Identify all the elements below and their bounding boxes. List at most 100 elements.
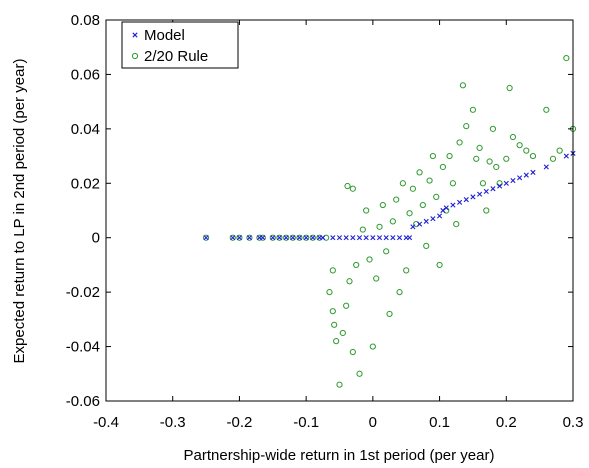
model-point: [450, 202, 456, 208]
model-point: [296, 235, 303, 241]
rule-2-20-point: [349, 348, 356, 356]
legend-label: 2/20 Rule: [144, 48, 208, 65]
rule-2-20-point: [463, 123, 470, 130]
y-axis-label: Expected return to LP in 2nd period (per…: [11, 59, 28, 364]
rule-2-20-point: [369, 343, 376, 350]
y-tick-label: -0.02: [66, 284, 100, 301]
model-point: [230, 235, 236, 241]
rule-2-20-point: [403, 267, 410, 274]
rule-2-20-point: [399, 180, 406, 187]
rule-2-20-point: [449, 180, 457, 187]
rule-2-20-point: [529, 152, 537, 160]
rule-2-20-point: [356, 370, 363, 377]
rule-2-20-point: [386, 310, 393, 318]
model-point: [483, 188, 489, 195]
rule-2-20-point: [303, 234, 310, 241]
model-point: [290, 235, 296, 241]
rule-2-20-point: [543, 106, 550, 113]
x-tick-label: -0.2: [226, 414, 252, 431]
x-tick-label: 0: [369, 414, 377, 431]
model-point: [423, 218, 429, 224]
rule-2-20-point: [343, 302, 350, 309]
rule-2-20-point: [236, 234, 243, 241]
model-point: [320, 235, 326, 241]
rule-2-20-point: [503, 155, 510, 162]
model-point: [236, 235, 243, 241]
rule-2-20-point: [473, 155, 480, 162]
rule-2-20-point: [483, 207, 490, 214]
rule-2-20-point: [359, 226, 366, 233]
rule-2-20-point: [436, 261, 443, 269]
rule-2-20-point: [333, 338, 340, 345]
model-point: [490, 186, 496, 192]
rule-2-20-point: [446, 152, 453, 160]
rule-2-20-point: [229, 234, 236, 241]
rule-2-20-point: [563, 55, 570, 62]
model-point: [456, 199, 463, 205]
rule-2-20-point: [383, 248, 390, 255]
rule-2-20-point: [489, 125, 497, 132]
rule-2-20-point: [439, 163, 447, 171]
model-point: [350, 235, 356, 241]
rule-2-20-point: [336, 381, 343, 388]
model-point: [523, 172, 529, 178]
rule-2-20-point: [479, 180, 487, 187]
model-point: [543, 164, 549, 170]
rule-2-20-point: [389, 218, 396, 225]
y-tick-label: 0.02: [71, 175, 100, 192]
rule-2-20-point: [373, 275, 380, 282]
axes: -0.4 -0.3 -0.2 -0.1 0 0.1 0.2 0.3 -0.06 -0.04 -0.0…: [66, 12, 584, 431]
x-tick-label: -0.4: [93, 414, 119, 431]
series-rule-2-20: [202, 55, 577, 388]
model-point: [517, 175, 523, 181]
rule-2-20-point: [433, 193, 440, 200]
rule-2-20-point: [339, 329, 346, 337]
rule-2-20-point: [326, 289, 333, 296]
model-point: [260, 235, 266, 241]
model-point: [470, 194, 476, 200]
model-point: [416, 221, 423, 227]
legend-model-marker: [132, 32, 138, 38]
y-tick-label: 0.08: [71, 12, 100, 29]
rule-2-20-point: [276, 234, 283, 241]
rule-2-20-point: [331, 321, 338, 328]
model-point: [430, 216, 436, 222]
rule-2-20-point: [269, 234, 276, 241]
rule-2-20-point: [406, 210, 413, 217]
rule-2-20-point: [363, 207, 370, 214]
rule-2-20-point: [453, 221, 460, 228]
rule-2-20-point: [246, 234, 253, 241]
model-point: [246, 235, 253, 241]
rule-2-20-point: [376, 223, 383, 230]
rule-2-20-point: [416, 169, 423, 176]
rule-2-20-point: [419, 201, 426, 209]
rule-2-20-point: [379, 201, 386, 209]
model-point: [443, 205, 449, 211]
model-point: [283, 235, 289, 241]
model-point: [376, 235, 383, 241]
rule-2-20-point: [523, 147, 530, 154]
model-point: [503, 180, 509, 186]
rule-2-20-point: [493, 163, 500, 171]
rule-2-20-point: [556, 147, 563, 154]
rule-2-20-point: [469, 106, 477, 113]
model-point: [563, 153, 569, 159]
rule-2-20-point: [296, 234, 303, 241]
rule-2-20-point: [549, 155, 557, 162]
legend-rule-marker: [131, 52, 139, 60]
legend: Model 2/20 Rule: [121, 21, 239, 69]
model-point: [383, 235, 389, 241]
model-point: [270, 235, 276, 241]
rule-2-20-point: [456, 139, 463, 146]
rule-2-20-point: [393, 196, 400, 203]
plot-frame: [105, 19, 574, 402]
model-point: [276, 235, 283, 241]
rule-2-20-point: [349, 185, 356, 192]
x-tick-label: 0.1: [429, 414, 450, 431]
model-point: [356, 235, 363, 241]
rule-2-20-point: [309, 234, 316, 241]
rule-2-20-point: [409, 185, 416, 192]
rule-2-20-point: [426, 177, 433, 184]
legend-box: [121, 21, 239, 69]
